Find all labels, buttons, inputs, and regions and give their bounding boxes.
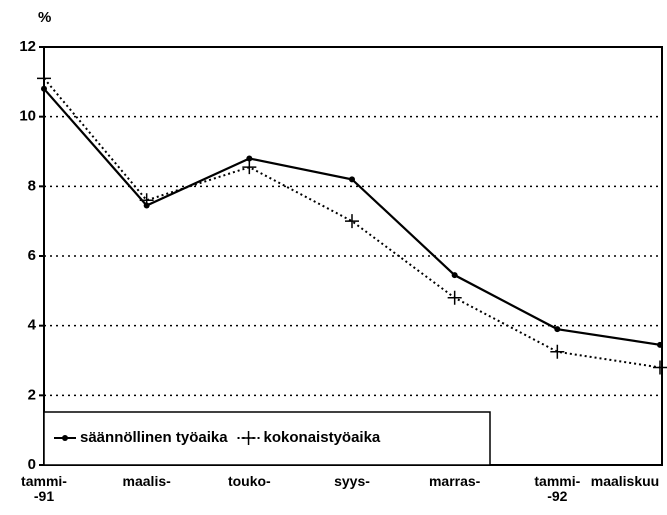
point bbox=[41, 85, 47, 92]
legend-label: säännöllinen työaika bbox=[80, 429, 228, 446]
legend-label: kokonaistyöaika bbox=[264, 429, 381, 446]
point bbox=[657, 341, 663, 348]
x-tick-label: maaliskuu bbox=[590, 473, 660, 489]
point bbox=[246, 155, 253, 162]
point bbox=[345, 214, 359, 229]
x-tick-label: tammi- -92 bbox=[534, 473, 581, 504]
point bbox=[447, 290, 462, 305]
x-tick-label: marras- bbox=[428, 473, 481, 489]
y-tick-label: 0 bbox=[28, 456, 36, 473]
y-tick-label: 4 bbox=[28, 317, 37, 334]
point bbox=[653, 360, 667, 375]
point bbox=[451, 272, 458, 279]
y-tick-label: 8 bbox=[28, 177, 36, 194]
x-tick-label: maalis- bbox=[122, 473, 171, 489]
point bbox=[550, 344, 565, 359]
legend-box bbox=[43, 411, 491, 466]
y-tick-label: 6 bbox=[28, 247, 36, 264]
x-tick-label: tammi- -91 bbox=[21, 473, 67, 504]
x-tick-label: syys- bbox=[334, 473, 370, 489]
y-tick-label: 2 bbox=[28, 386, 36, 403]
point bbox=[37, 71, 51, 86]
x-tick-label: touko- bbox=[227, 473, 271, 489]
y-tick-label: 12 bbox=[19, 38, 36, 55]
point bbox=[139, 193, 154, 208]
point bbox=[554, 326, 561, 333]
legend-marker bbox=[241, 431, 256, 445]
point bbox=[349, 176, 355, 183]
plot-frame bbox=[43, 46, 663, 466]
y-tick-label: 10 bbox=[19, 108, 36, 125]
point bbox=[242, 160, 257, 175]
y-axis-label: % bbox=[38, 9, 51, 26]
legend-marker bbox=[62, 435, 68, 441]
